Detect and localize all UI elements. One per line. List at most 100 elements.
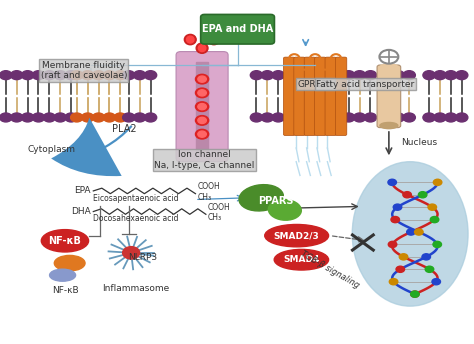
Circle shape bbox=[389, 279, 398, 285]
Circle shape bbox=[82, 113, 94, 122]
Circle shape bbox=[392, 113, 404, 122]
Circle shape bbox=[428, 204, 437, 210]
Circle shape bbox=[10, 113, 23, 122]
Text: DHA: DHA bbox=[71, 207, 91, 216]
Circle shape bbox=[343, 113, 355, 122]
Ellipse shape bbox=[352, 162, 468, 306]
Circle shape bbox=[71, 71, 83, 80]
Circle shape bbox=[250, 71, 263, 80]
Text: SMAD4: SMAD4 bbox=[283, 255, 319, 264]
Circle shape bbox=[65, 71, 77, 80]
Circle shape bbox=[301, 71, 314, 80]
Circle shape bbox=[198, 76, 206, 82]
Circle shape bbox=[456, 71, 468, 80]
Text: EPA: EPA bbox=[74, 186, 91, 195]
FancyBboxPatch shape bbox=[201, 14, 274, 44]
Text: NF-κB: NF-κB bbox=[52, 286, 78, 295]
Circle shape bbox=[92, 113, 105, 122]
Circle shape bbox=[10, 71, 23, 80]
Circle shape bbox=[430, 216, 439, 223]
FancyBboxPatch shape bbox=[315, 57, 326, 136]
Circle shape bbox=[134, 113, 146, 122]
Circle shape bbox=[21, 113, 34, 122]
Circle shape bbox=[198, 117, 206, 123]
Ellipse shape bbox=[186, 36, 194, 43]
Circle shape bbox=[419, 192, 427, 198]
Circle shape bbox=[407, 229, 415, 235]
Circle shape bbox=[445, 113, 457, 122]
Circle shape bbox=[195, 116, 209, 125]
Circle shape bbox=[261, 71, 273, 80]
Circle shape bbox=[195, 88, 209, 98]
Text: Inflammasome: Inflammasome bbox=[102, 284, 170, 293]
Text: PPARS: PPARS bbox=[258, 196, 293, 206]
Ellipse shape bbox=[196, 43, 208, 53]
Circle shape bbox=[312, 113, 325, 122]
Circle shape bbox=[114, 113, 127, 122]
Circle shape bbox=[423, 113, 435, 122]
Circle shape bbox=[32, 113, 45, 122]
Text: COOH: COOH bbox=[208, 203, 230, 212]
Circle shape bbox=[391, 216, 400, 223]
Text: PLA2: PLA2 bbox=[112, 124, 137, 134]
Circle shape bbox=[456, 113, 468, 122]
Circle shape bbox=[65, 113, 77, 122]
Circle shape bbox=[134, 71, 146, 80]
Circle shape bbox=[392, 71, 404, 80]
Circle shape bbox=[123, 113, 135, 122]
Circle shape bbox=[415, 229, 423, 235]
Text: NF-κB: NF-κB bbox=[48, 236, 82, 246]
Circle shape bbox=[32, 71, 45, 80]
Ellipse shape bbox=[184, 34, 196, 45]
Circle shape bbox=[365, 71, 376, 80]
Circle shape bbox=[283, 71, 295, 80]
Circle shape bbox=[0, 113, 12, 122]
Circle shape bbox=[433, 179, 442, 185]
Circle shape bbox=[312, 71, 325, 80]
FancyArrowPatch shape bbox=[51, 118, 132, 176]
Text: Nucleus: Nucleus bbox=[401, 138, 438, 147]
Circle shape bbox=[198, 131, 206, 137]
FancyBboxPatch shape bbox=[377, 65, 401, 128]
Circle shape bbox=[272, 113, 284, 122]
Circle shape bbox=[393, 204, 402, 210]
Text: CH₃: CH₃ bbox=[208, 213, 222, 222]
Circle shape bbox=[410, 291, 419, 297]
Circle shape bbox=[323, 71, 336, 80]
Circle shape bbox=[403, 113, 415, 122]
Circle shape bbox=[425, 266, 434, 272]
Ellipse shape bbox=[198, 45, 206, 52]
Circle shape bbox=[291, 71, 303, 80]
Circle shape bbox=[272, 71, 284, 80]
Text: NLRP3: NLRP3 bbox=[128, 253, 157, 262]
FancyBboxPatch shape bbox=[283, 57, 295, 136]
Circle shape bbox=[434, 71, 446, 80]
Circle shape bbox=[43, 71, 55, 80]
Text: Eicosapentaenoic acid: Eicosapentaenoic acid bbox=[93, 194, 179, 203]
Circle shape bbox=[388, 179, 396, 185]
Text: Cytoplasm: Cytoplasm bbox=[27, 145, 75, 154]
Circle shape bbox=[396, 266, 404, 272]
Ellipse shape bbox=[55, 256, 85, 271]
Circle shape bbox=[433, 241, 441, 248]
Text: EPA and DHA: EPA and DHA bbox=[202, 24, 273, 34]
Circle shape bbox=[434, 113, 446, 122]
Circle shape bbox=[54, 113, 66, 122]
Circle shape bbox=[0, 71, 12, 80]
Circle shape bbox=[195, 74, 209, 84]
Circle shape bbox=[43, 113, 55, 122]
Text: COOH: COOH bbox=[197, 182, 220, 191]
Ellipse shape bbox=[239, 185, 283, 211]
Circle shape bbox=[334, 71, 346, 80]
Circle shape bbox=[423, 71, 435, 80]
Circle shape bbox=[354, 113, 366, 122]
Circle shape bbox=[82, 71, 94, 80]
Text: SMAD2/3: SMAD2/3 bbox=[274, 231, 319, 240]
Circle shape bbox=[410, 291, 419, 297]
Circle shape bbox=[195, 129, 209, 139]
FancyBboxPatch shape bbox=[294, 57, 305, 136]
Circle shape bbox=[54, 71, 66, 80]
Circle shape bbox=[283, 113, 295, 122]
Circle shape bbox=[123, 71, 135, 80]
Circle shape bbox=[195, 102, 209, 111]
